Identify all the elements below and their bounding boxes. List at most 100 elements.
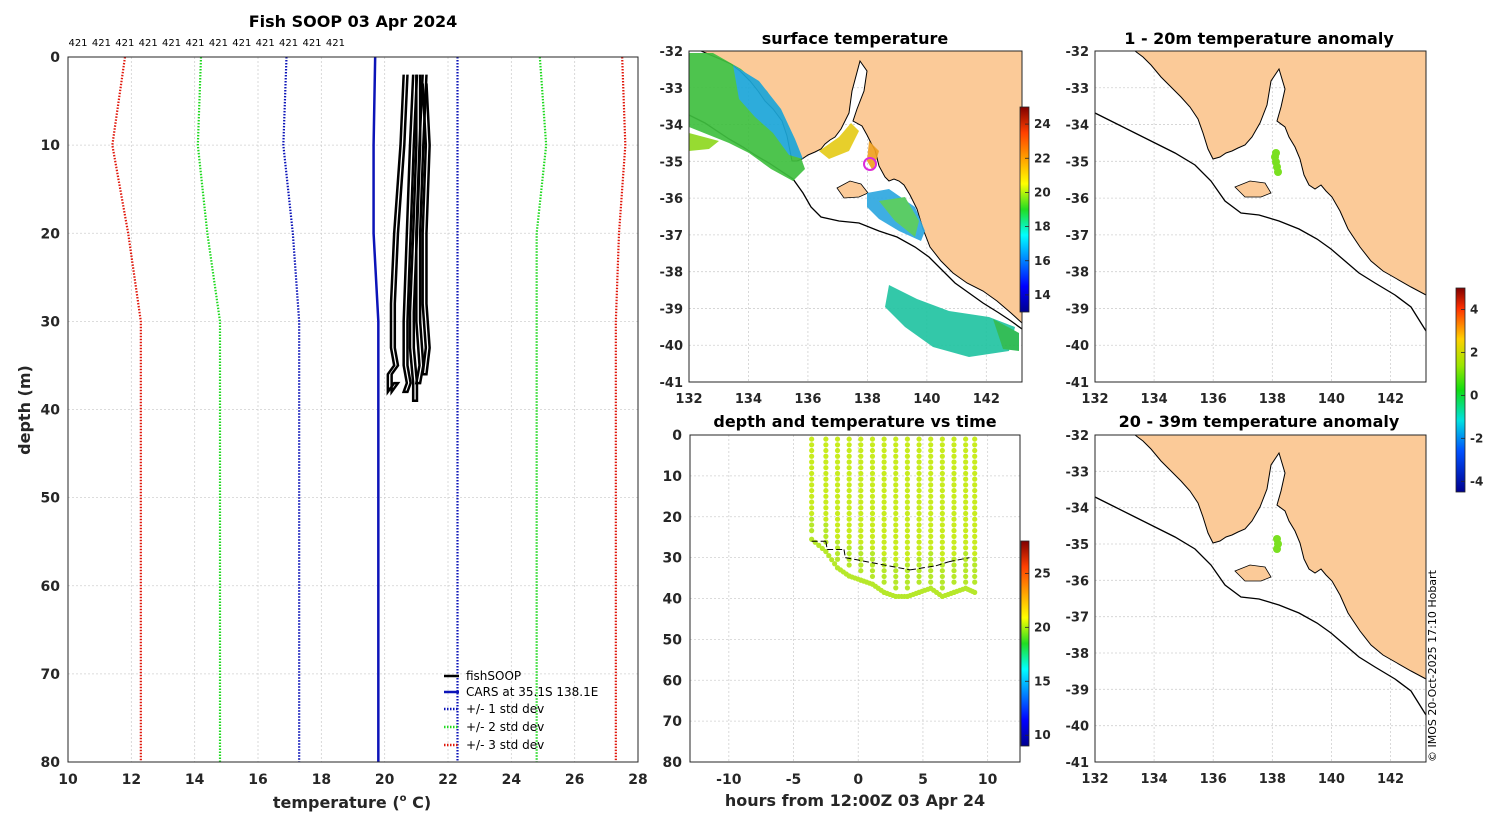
time-series-point <box>972 528 978 534</box>
time-series-point <box>963 533 969 539</box>
time-series-points <box>809 436 978 600</box>
surface-map-y-tick-label: -39 <box>660 302 684 317</box>
time-series-point <box>869 482 876 488</box>
time-series-point <box>834 436 841 442</box>
anomaly-1-20m-y-tick-label: -41 <box>1066 376 1090 391</box>
time-series-point <box>972 499 978 505</box>
time-series-point <box>972 447 978 454</box>
time-series-point <box>972 589 978 595</box>
anomaly-1-20m-x-tick-label: 138 <box>1259 392 1286 407</box>
time-series-point <box>951 550 957 557</box>
time-series-point <box>928 545 934 551</box>
time-series-point <box>939 528 945 534</box>
surface-map-y-tick-label: -41 <box>660 376 684 391</box>
profile-y-tick-label: 40 <box>41 403 61 419</box>
time-series-point <box>881 470 887 477</box>
time-series-point <box>951 476 957 482</box>
time-series-point <box>881 568 887 574</box>
profile-id-label: 421 <box>302 38 321 49</box>
time-series-y-tick-label: 30 <box>663 551 683 567</box>
time-series-point <box>846 505 852 511</box>
anomaly-1-20m-x-tick-label: 132 <box>1081 392 1108 407</box>
time-series-point <box>893 573 899 580</box>
kangaroo-island <box>836 180 869 199</box>
time-series-point <box>928 470 934 477</box>
fishsoop-cast-4 <box>421 83 431 376</box>
profile-x-tick-label: 26 <box>565 772 584 788</box>
time-series-point <box>963 442 969 448</box>
time-series-point <box>846 465 852 471</box>
time-series-point <box>928 499 934 505</box>
time-series-point <box>963 510 969 517</box>
time-series-point <box>893 585 899 591</box>
time-series-point <box>928 579 934 585</box>
surface-map-y-tick-label: -40 <box>660 339 684 354</box>
time-series-point <box>939 493 945 499</box>
time-series-point <box>893 476 899 482</box>
time-series-colorbar-tick-label: 15 <box>1034 674 1051 688</box>
surface-colorbar-tick-label: 22 <box>1034 151 1051 165</box>
time-series-point <box>823 548 829 555</box>
anomaly-colorbar-tick-label: 4 <box>1470 302 1478 316</box>
time-series-point <box>904 465 911 471</box>
time-series-point <box>963 476 969 482</box>
anomaly-1-20m-y-tick-label: -34 <box>1066 119 1090 134</box>
time-series-point <box>846 539 852 545</box>
time-series-point <box>809 499 815 505</box>
time-series-point <box>904 459 911 465</box>
time-series-point <box>881 442 887 448</box>
time-series-point <box>951 522 957 528</box>
time-series-point <box>858 545 864 551</box>
legend-label-3std: +/- 3 std dev <box>466 738 544 752</box>
time-series-point <box>869 442 876 448</box>
time-series-point <box>916 505 922 511</box>
time-series-x-tick-label: 5 <box>918 772 928 788</box>
profile-x-tick-label: 18 <box>312 772 331 788</box>
time-series-point <box>963 436 969 442</box>
time-series-point <box>939 568 945 574</box>
profile-axes-frame <box>67 56 639 763</box>
time-series-point <box>963 459 969 465</box>
time-series-point <box>809 442 815 448</box>
time-series-point <box>972 505 978 511</box>
profile-y-tick-label: 70 <box>41 667 61 683</box>
time-series-point <box>928 510 934 517</box>
time-series-point <box>928 476 934 482</box>
time-series-point <box>846 442 852 448</box>
anomaly-1-20m-isobath <box>1094 112 1427 332</box>
profile-x-tick-label: 10 <box>58 772 78 788</box>
time-series-point <box>893 442 899 448</box>
time-series-point <box>904 447 911 454</box>
time-series-point <box>951 465 957 471</box>
time-series-colorbar-tick-label: 10 <box>1034 728 1051 742</box>
time-series-point <box>893 533 899 539</box>
anomaly-20-39m-content <box>1094 434 1427 716</box>
time-series-point <box>963 499 969 505</box>
time-series-x-ticks: -10 -5 0 5 10 <box>716 772 997 788</box>
time-series-point <box>869 505 876 511</box>
time-series-point <box>972 459 978 465</box>
time-series-point <box>834 493 841 499</box>
time-series-point <box>834 487 841 494</box>
time-series-plot: depth and temperature vs time -10 -5 0 5 10 … <box>663 412 1051 810</box>
profile-legend: fishSOOP CARS at 35.1S 138.1E +/- 1 std … <box>444 669 598 752</box>
time-series-point <box>834 539 841 545</box>
time-series-point <box>963 447 969 454</box>
anomaly-20-39m-x-tick-label: 138 <box>1259 772 1286 787</box>
time-series-point <box>881 516 887 522</box>
anomaly-20-39m-island <box>1234 564 1272 582</box>
profile-x-tick-label: 22 <box>438 772 457 788</box>
legend-label-1std: +/- 1 std dev <box>466 702 544 716</box>
time-series-point <box>904 453 911 459</box>
time-series-point <box>928 487 934 494</box>
time-series-y-tick-label: 10 <box>663 469 683 485</box>
time-series-point <box>951 487 957 494</box>
time-series-point <box>858 505 864 511</box>
time-series-point <box>869 453 876 459</box>
anomaly-20-39m-x-tick-label: 140 <box>1318 772 1345 787</box>
time-series-x-tick-label: 10 <box>978 772 998 788</box>
time-series-point <box>939 539 945 545</box>
time-series-title: depth and temperature vs time <box>713 412 996 431</box>
anomaly-colorbar-tick-label: -4 <box>1470 474 1483 488</box>
fishsoop-cast-1 <box>401 74 419 394</box>
